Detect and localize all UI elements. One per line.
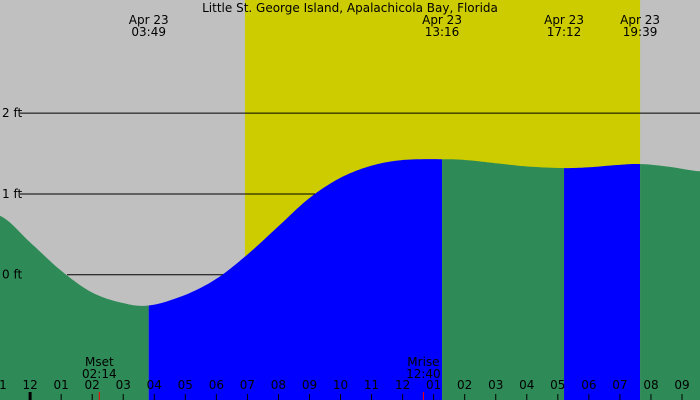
tide-rising-2 [564, 163, 641, 400]
x-tick-label: 12 [395, 378, 410, 392]
moon-event-time: 02:14 [82, 367, 117, 381]
moon-event-label: Mrise [407, 355, 439, 369]
tide-event-time: 03:49 [131, 25, 166, 39]
y-tick-label: 1 ft [2, 187, 22, 201]
x-tick-label: 02 [85, 378, 100, 392]
x-tick-layer: 11 12 01 02 03 04 05 06 07 08 09 10 11 12 01 02 03 04 05 06… [0, 378, 690, 400]
x-tick-label: 01 [426, 378, 441, 392]
x-tick-label: 09 [674, 378, 689, 392]
moon-event-time: 12:40 [406, 367, 441, 381]
tide-event-date: Apr 23 [544, 13, 584, 27]
chart-title: Little St. George Island, Apalachicola B… [202, 1, 498, 15]
y-tick-layer: 0 ft 1 ft 2 ft [2, 106, 22, 282]
x-tick-label: 01 [54, 378, 69, 392]
tide-event-date: Apr 23 [620, 13, 660, 27]
y-tick-label: 0 ft [2, 268, 22, 282]
tide-event-time: 13:16 [425, 25, 460, 39]
x-tick-label: 10 [333, 378, 348, 392]
x-tick-label: 12 [22, 378, 37, 392]
x-tick-label: 04 [519, 378, 534, 392]
x-tick-label: 11 [0, 378, 7, 392]
tide-event-date: Apr 23 [422, 13, 462, 27]
tide-event-time: 19:39 [623, 25, 658, 39]
tide-event-time: 17:12 [547, 25, 582, 39]
gridline-layer [20, 112, 700, 276]
x-tick-label: 08 [271, 378, 286, 392]
x-tick-label: 11 [364, 378, 379, 392]
x-tick-label: 05 [550, 378, 565, 392]
x-tick-label: 05 [178, 378, 193, 392]
tide-rising-1 [148, 159, 443, 400]
x-tick-label: 03 [116, 378, 131, 392]
tide-falling-3 [640, 164, 700, 400]
x-tick-label: 04 [147, 378, 162, 392]
x-tick-label: 03 [488, 378, 503, 392]
x-tick-label: 06 [581, 378, 596, 392]
x-tick-label: 06 [209, 378, 224, 392]
x-tick-label: 07 [612, 378, 627, 392]
tide-event-date: Apr 23 [129, 13, 169, 27]
x-tick-label: 09 [302, 378, 317, 392]
moon-event-label: Mset [85, 355, 114, 369]
tide-area-layer [0, 159, 700, 400]
x-tick-label: 08 [643, 378, 658, 392]
tide-falling-2 [442, 159, 565, 400]
y-tick-label: 2 ft [2, 106, 22, 120]
tide-falling-1 [0, 215, 149, 400]
x-tick-label: 07 [240, 378, 255, 392]
x-tick-label: 02 [457, 378, 472, 392]
